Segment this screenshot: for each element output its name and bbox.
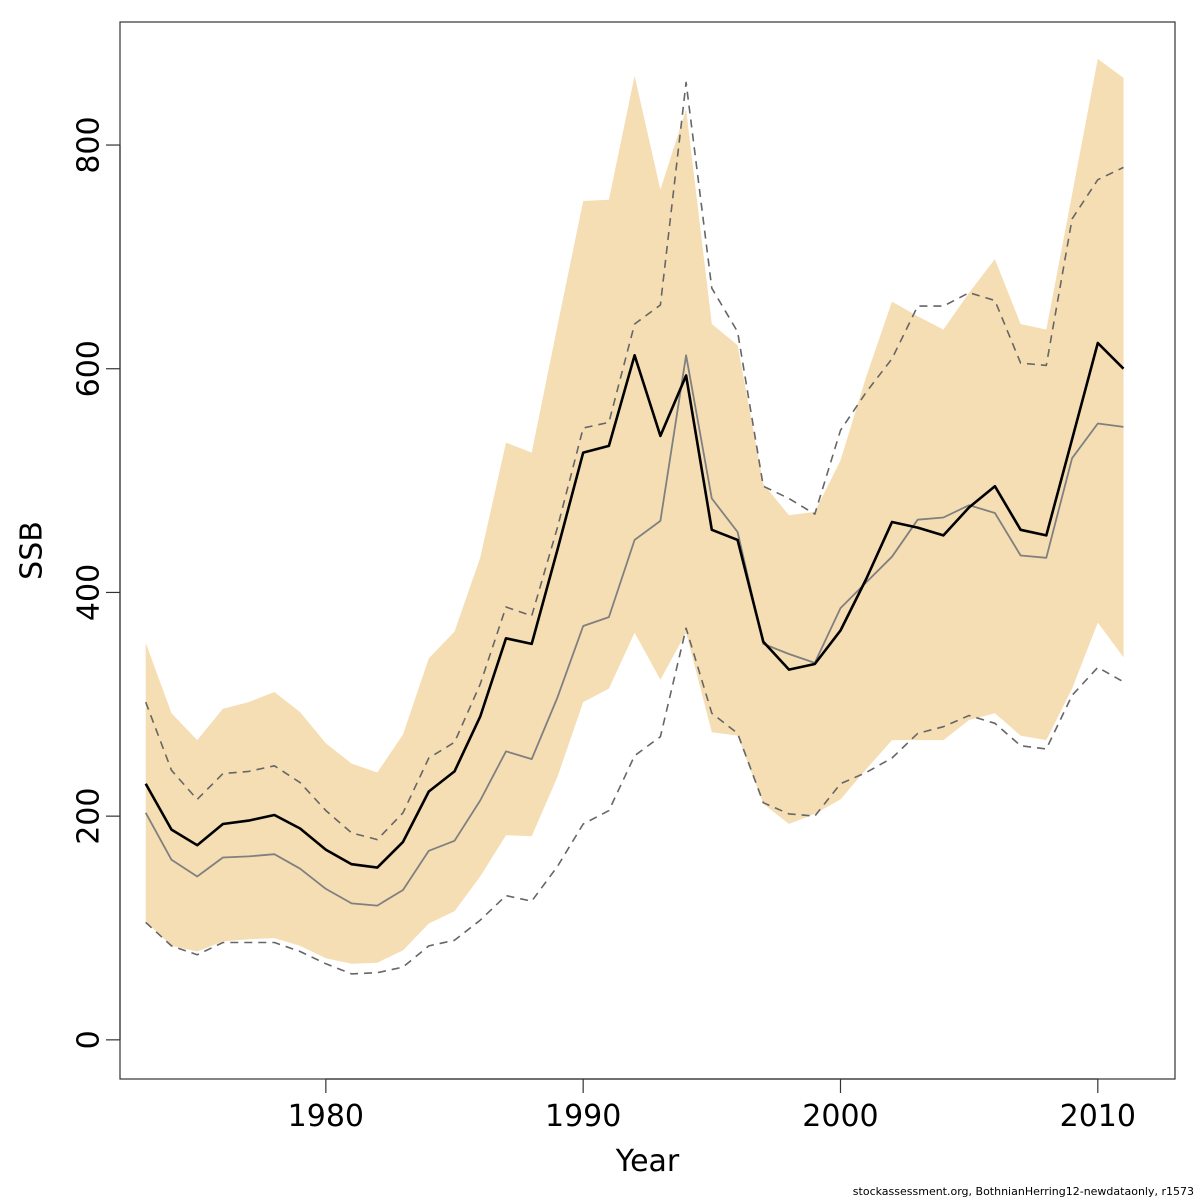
x-tick-label: 1990 bbox=[545, 1099, 621, 1134]
x-tick-label: 1980 bbox=[288, 1099, 364, 1134]
series-lines-layer bbox=[144, 81, 1125, 975]
confidence-band-layer bbox=[145, 58, 1124, 964]
y-axis-title: SSB bbox=[15, 521, 50, 580]
y-tick-label: 0 bbox=[72, 1030, 107, 1049]
footer-credit: stockassessment.org, BothnianHerring12-n… bbox=[852, 1185, 1194, 1198]
axes-layer: 1980 1990 2000 2010 0 200 400 600 800 bbox=[72, 116, 1136, 1134]
y-tick-label: 400 bbox=[72, 564, 107, 621]
series-line-ssb-estimate bbox=[144, 341, 1125, 869]
y-tick-label: 800 bbox=[72, 116, 107, 173]
x-axis-title: Year bbox=[615, 1144, 680, 1179]
x-tick-label: 2000 bbox=[802, 1099, 878, 1134]
series-line-upper-dashed bbox=[144, 81, 1124, 841]
x-tick-label: 2010 bbox=[1060, 1099, 1136, 1134]
y-tick-label: 600 bbox=[72, 340, 107, 397]
y-tick-label: 200 bbox=[72, 788, 107, 845]
series-line-ssb-alternate bbox=[144, 354, 1124, 907]
confidence-band bbox=[145, 58, 1124, 964]
